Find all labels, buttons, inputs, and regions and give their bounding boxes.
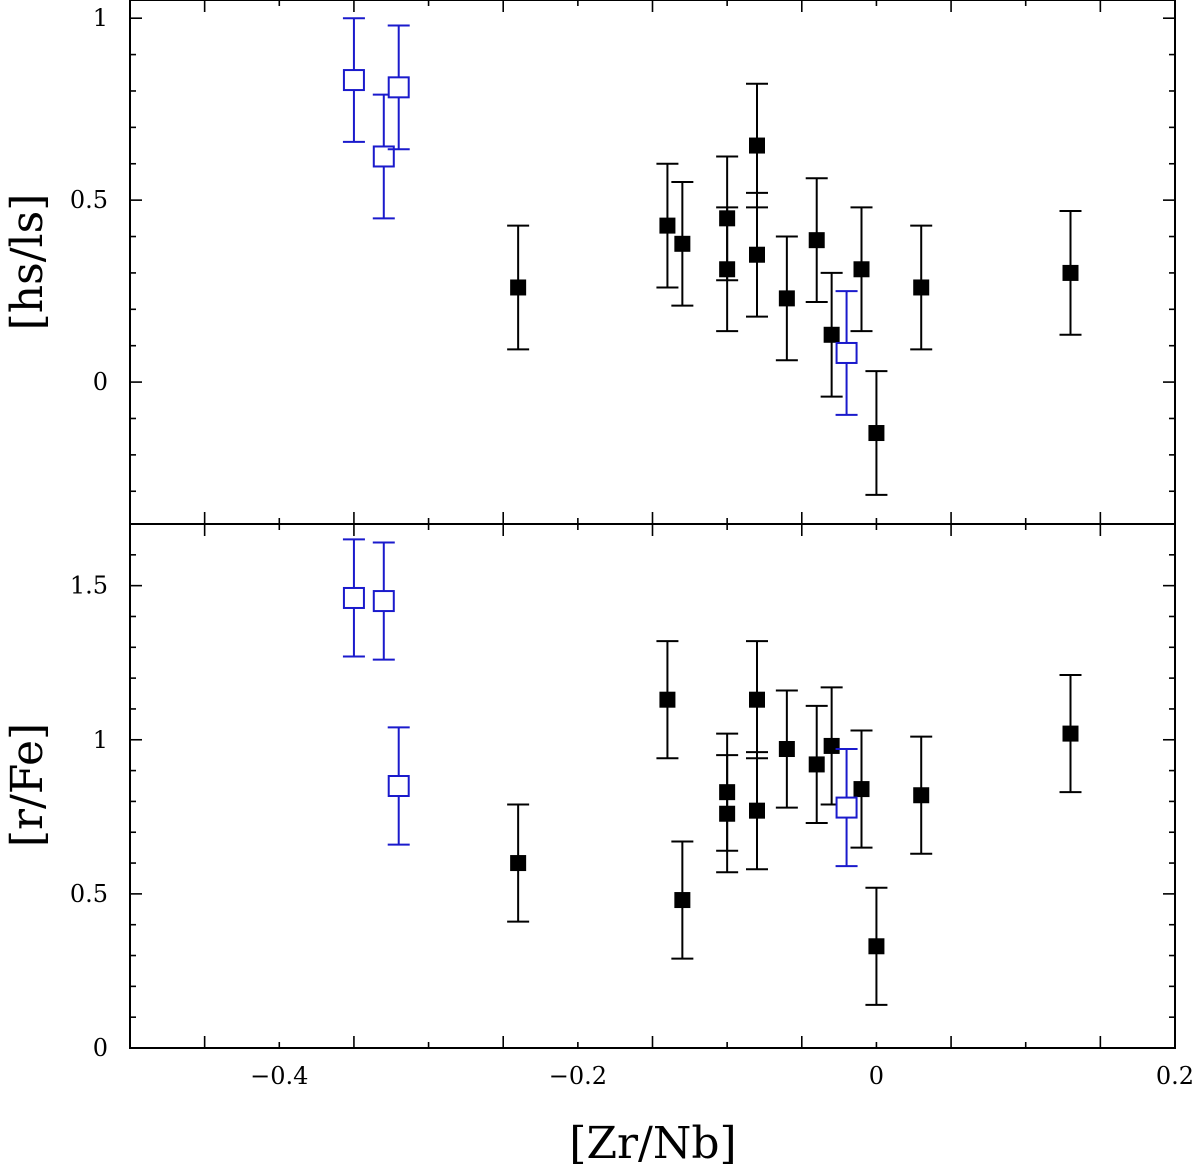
filled-square-point xyxy=(823,326,840,343)
y-tick-label: 0 xyxy=(93,1034,108,1062)
filled-square-point xyxy=(749,137,765,154)
open-square-point xyxy=(387,76,410,99)
filled-square-point xyxy=(659,217,676,234)
filled-square-point xyxy=(510,855,527,872)
filled-square-point xyxy=(749,246,765,263)
filled-square-point xyxy=(510,279,527,296)
y-tick-label: 1 xyxy=(93,726,108,754)
y-axis-label-top: [hs/ls] xyxy=(2,194,53,331)
open-square-point xyxy=(835,341,858,364)
filled-square-point xyxy=(1062,264,1079,281)
y-tick-label: 1.5 xyxy=(70,572,108,600)
panel-bottom: 0 0.5 1 1.5 −0.4 −0.2 0 0.2 xyxy=(70,523,1194,1090)
x-axis-label: [Zr/Nb] xyxy=(569,1118,736,1169)
open-square-point xyxy=(387,775,410,797)
filled-square-point xyxy=(719,805,736,822)
filled-square-point xyxy=(674,235,691,252)
filled-square-point xyxy=(659,691,676,708)
filled-square-point xyxy=(913,279,930,296)
filled-square-point xyxy=(778,290,795,307)
filled-square-point xyxy=(749,802,765,819)
y-tick-label: 0.5 xyxy=(70,186,108,214)
open-square-point xyxy=(372,145,395,168)
open-square-point xyxy=(372,590,395,613)
filled-square-point xyxy=(868,938,885,955)
plot-frame xyxy=(129,0,1176,525)
y-axis-label-bottom: [r/Fe] xyxy=(2,723,53,847)
filled-square-point xyxy=(749,691,765,708)
filled-square-point xyxy=(853,261,870,278)
open-square-point xyxy=(342,69,365,92)
filled-square-point xyxy=(1062,725,1079,742)
filled-square-point xyxy=(778,741,795,758)
panel-top: 00.51 xyxy=(70,0,1176,525)
filled-square-point xyxy=(853,781,870,798)
y-tick-label: 1 xyxy=(93,4,108,32)
filled-square-point xyxy=(808,756,825,773)
filled-square-point xyxy=(719,261,736,278)
x-tick-label: 0.2 xyxy=(1156,1062,1194,1090)
filled-square-point xyxy=(868,425,885,442)
filled-square-point xyxy=(674,892,691,909)
plot-frame xyxy=(129,523,1176,1049)
filled-square-point xyxy=(913,787,930,804)
x-tick-label: 0 xyxy=(869,1062,884,1090)
x-tick-label: −0.2 xyxy=(549,1062,607,1090)
filled-square-point xyxy=(808,232,825,249)
x-tick-label: −0.4 xyxy=(250,1062,308,1090)
filled-square-point xyxy=(823,737,840,754)
open-square-point xyxy=(342,586,365,609)
y-tick-label: 0 xyxy=(93,368,108,396)
open-square-point xyxy=(835,796,858,819)
y-tick-label: 0.5 xyxy=(70,880,108,908)
